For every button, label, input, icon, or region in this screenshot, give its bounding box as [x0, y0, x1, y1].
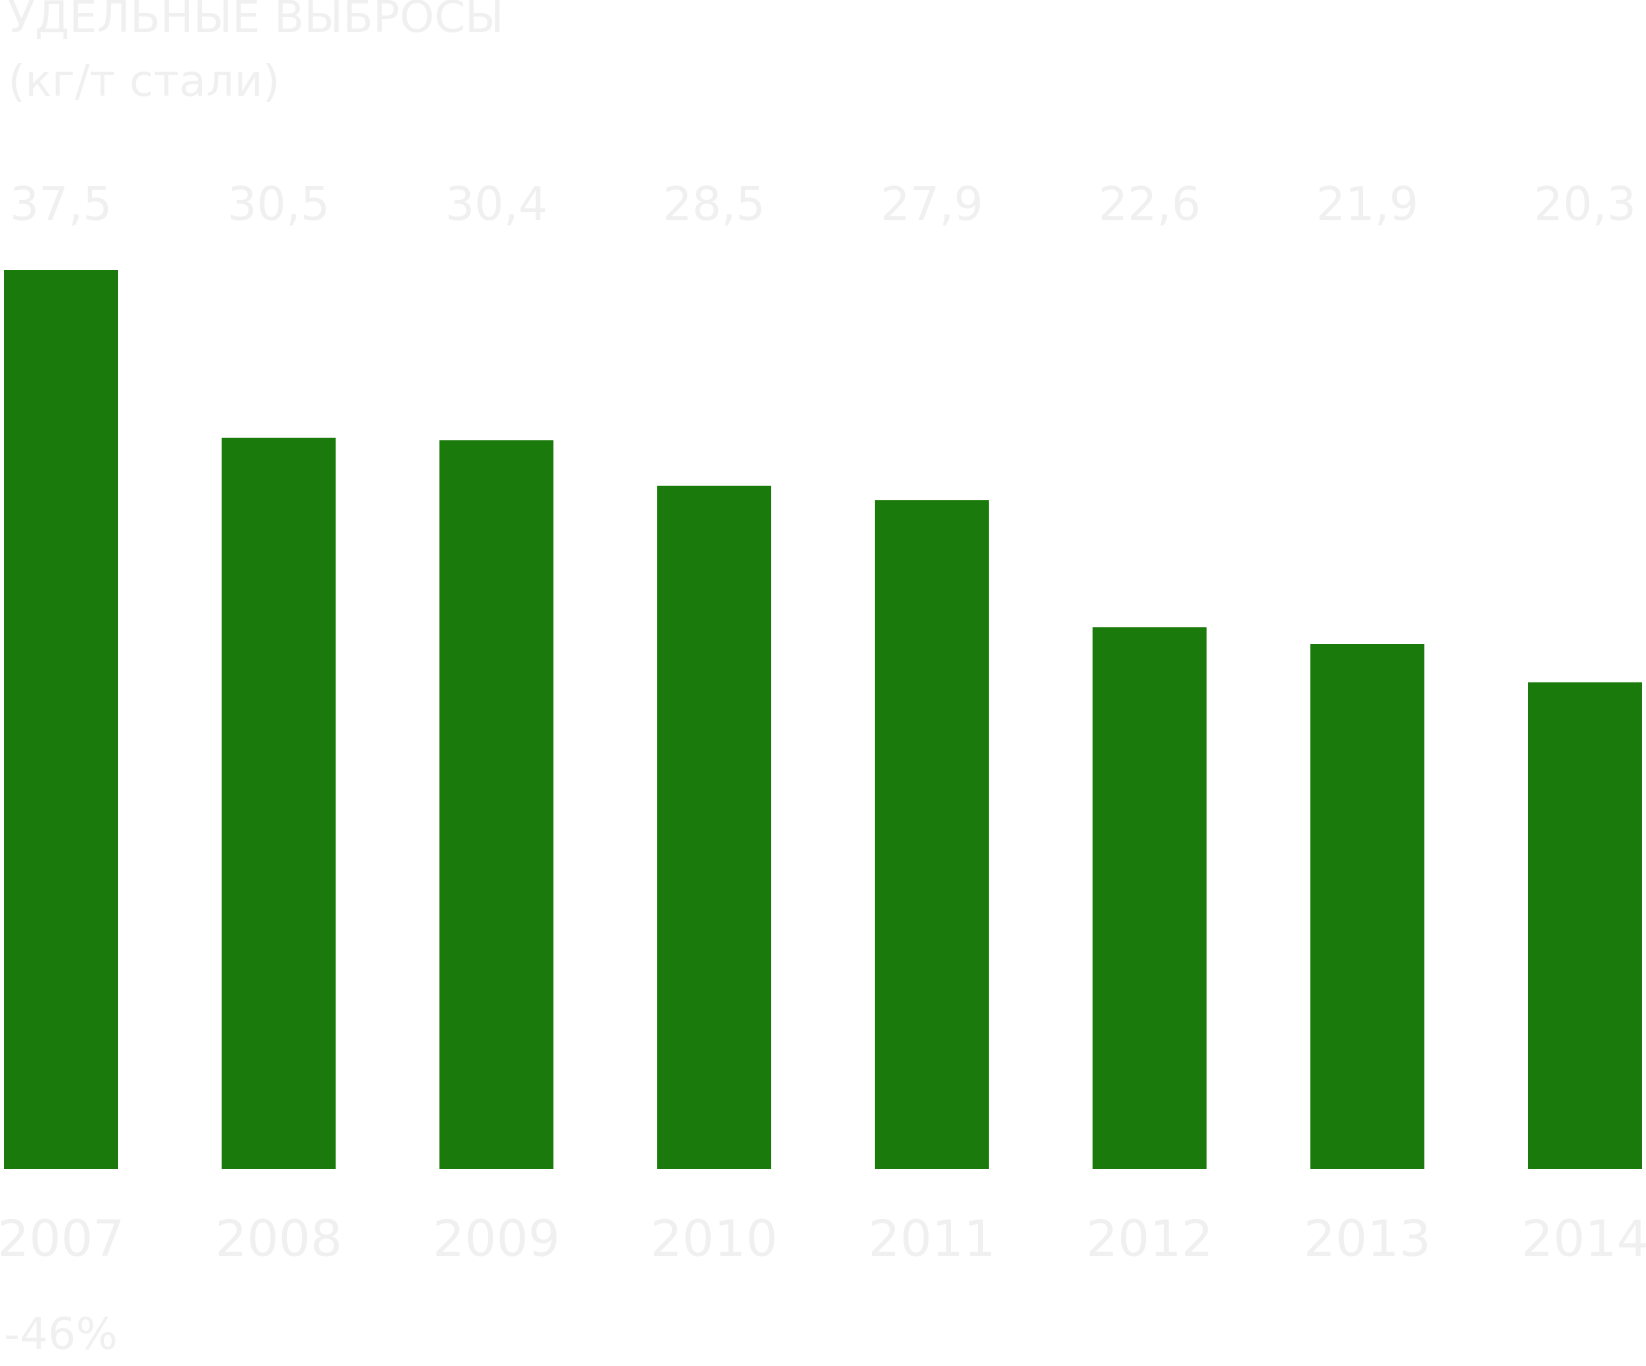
value-label-2012: 22,6	[1098, 177, 1200, 231]
bar-2009	[439, 440, 554, 1169]
bar-2014	[1528, 682, 1642, 1169]
value-label-2011: 27,9	[881, 177, 983, 231]
change-annotation: -46%	[4, 1309, 118, 1360]
value-label-2014: 20,3	[1534, 177, 1636, 231]
chart-subtitle: (кг/т стали)	[8, 56, 280, 107]
bar-2007	[4, 270, 118, 1169]
bar-2012	[1092, 627, 1207, 1169]
category-label-2009: 2009	[433, 1210, 560, 1268]
value-label-2008: 30,5	[227, 177, 329, 231]
category-labels-group: 2007 2008 2009 2010 2011 2012 2013 2014	[0, 1210, 1646, 1268]
category-label-2007: 2007	[0, 1210, 125, 1268]
bar-2008	[221, 437, 336, 1169]
value-labels-group: 37,5 30,5 30,4 28,5 27,9 22,6 21,9 20,3	[10, 177, 1636, 231]
value-label-2010: 28,5	[663, 177, 765, 231]
category-label-2010: 2010	[650, 1210, 777, 1268]
category-label-2012: 2012	[1086, 1210, 1213, 1268]
value-label-2013: 21,9	[1316, 177, 1418, 231]
value-label-2009: 30,4	[445, 177, 547, 231]
chart-title: УДЕЛЬНЫЕ ВЫБРОСЫ	[8, 0, 504, 43]
category-label-2008: 2008	[215, 1210, 342, 1268]
category-label-2011: 2011	[868, 1210, 995, 1268]
value-label-2007: 37,5	[10, 177, 112, 231]
category-label-2013: 2013	[1304, 1210, 1431, 1268]
bar-2011	[874, 500, 989, 1170]
bars-group	[4, 270, 1642, 1170]
bar-2010	[657, 485, 772, 1169]
bar-2013	[1310, 644, 1425, 1169]
category-label-2014: 2014	[1521, 1210, 1646, 1268]
